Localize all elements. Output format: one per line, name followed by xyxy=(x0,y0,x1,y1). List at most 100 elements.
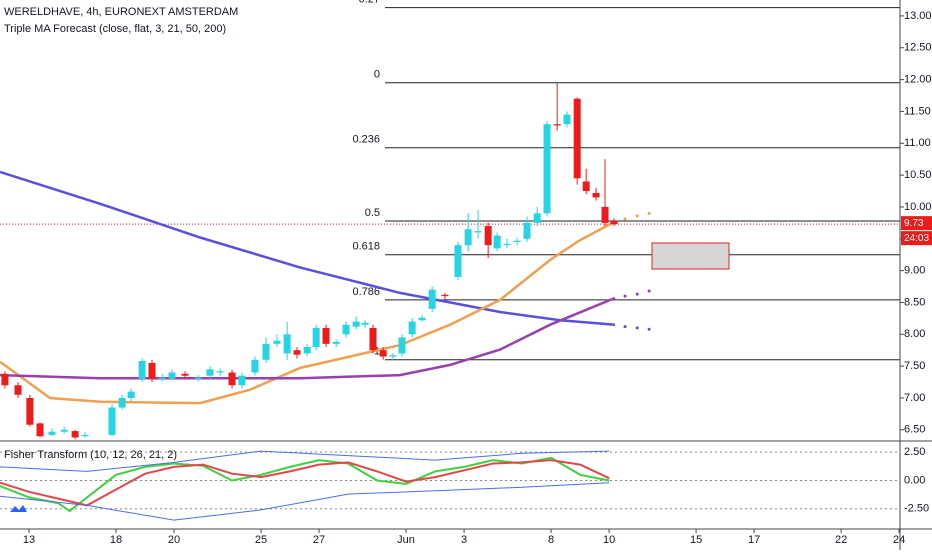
candle-body xyxy=(342,324,350,335)
candle-body xyxy=(206,369,214,376)
forecast-dot xyxy=(647,327,651,331)
candle-body xyxy=(454,245,462,277)
candle-body xyxy=(332,341,340,344)
candle-body xyxy=(138,361,146,379)
candle-body xyxy=(273,340,281,344)
x-tick-label: 25 xyxy=(255,534,267,546)
candle-body xyxy=(293,350,301,355)
y-tick-label: 8.50 xyxy=(904,296,925,308)
indicator-title: Triple MA Forecast (close, flat, 3, 21, … xyxy=(4,23,226,35)
y-tick-label: 10.00 xyxy=(904,201,932,213)
candle-body xyxy=(148,362,156,379)
candle-body xyxy=(303,347,311,354)
y-tick-label: 11.00 xyxy=(904,137,931,149)
candle-body xyxy=(601,206,609,223)
candle-body xyxy=(474,231,482,233)
candle-body xyxy=(228,372,236,386)
candle-body xyxy=(513,240,521,242)
logo-icon[interactable] xyxy=(10,505,27,512)
candle-body xyxy=(493,235,501,249)
candle-body xyxy=(14,385,22,395)
fib-label: -0.27 xyxy=(355,0,380,6)
x-tick-label: Jun xyxy=(397,534,415,546)
candle-body xyxy=(563,114,571,125)
candle-body xyxy=(573,98,581,179)
candle-body xyxy=(238,375,246,386)
y-tick-label: 10.50 xyxy=(904,169,932,181)
candle-body xyxy=(48,431,56,435)
y-tick-label: 12.50 xyxy=(904,42,932,54)
fisher-title: Fisher Transform (10, 12, 26, 21, 2) xyxy=(4,449,177,461)
price-pane: -0.27 0 0.236 0.5 0.618 0.786 1 xyxy=(0,0,900,440)
last-price-label: 9.73 xyxy=(904,218,924,229)
y-tick-label: 7.50 xyxy=(904,360,925,372)
candle-body xyxy=(428,289,436,309)
forecast-dot xyxy=(647,211,651,215)
y-tick-label: 7.00 xyxy=(904,392,925,404)
y-tick-label: 0.00 xyxy=(904,474,925,486)
fisher-line xyxy=(0,450,610,472)
x-tick-label: 24 xyxy=(893,534,905,546)
fib-label: 0 xyxy=(374,69,380,81)
forecast-dot xyxy=(635,326,639,330)
candle-body xyxy=(398,337,406,354)
candle-body xyxy=(168,372,176,379)
candle-body xyxy=(283,334,291,354)
chart-title: WERELDHAVE, 4h, EURONEXT AMSTERDAM xyxy=(4,6,238,18)
candle-body xyxy=(60,429,68,432)
candle-body xyxy=(503,243,511,246)
candle-body xyxy=(158,377,166,379)
fib-label: 1 xyxy=(374,346,380,358)
candle-body xyxy=(322,327,330,344)
candle-body xyxy=(582,181,590,192)
candle-body xyxy=(194,377,202,379)
candle-body xyxy=(251,359,259,373)
candle-body xyxy=(379,350,387,357)
fib-label: 0.236 xyxy=(352,134,380,146)
forecast-dot xyxy=(623,294,627,298)
candle-body xyxy=(389,355,397,357)
candle-body xyxy=(592,192,600,198)
candle-body xyxy=(543,124,551,214)
candle-body xyxy=(118,397,126,408)
candle-body xyxy=(312,327,320,348)
fisher-line xyxy=(0,459,610,507)
y-tick-label: 12.00 xyxy=(904,74,932,86)
y-tick-label: 6.50 xyxy=(904,424,925,436)
y-tick-label: -2.50 xyxy=(904,503,929,515)
candle-body xyxy=(464,229,472,246)
x-tick-label: 22 xyxy=(835,534,847,546)
candle-body xyxy=(418,317,426,321)
fisher-pane xyxy=(0,450,900,521)
x-tick-label: 3 xyxy=(461,534,467,546)
moving-average xyxy=(0,296,616,380)
moving-average xyxy=(0,220,616,405)
x-tick-label: 20 xyxy=(168,534,180,546)
forecast-box xyxy=(651,242,730,270)
countdown-label: 24:03 xyxy=(904,233,929,244)
y-tick-label: 8.00 xyxy=(904,328,925,340)
candle-body xyxy=(26,397,34,425)
forecast-dot xyxy=(623,217,627,221)
candle-body xyxy=(361,322,369,325)
candle-body xyxy=(408,321,416,335)
forecast-dot xyxy=(635,292,639,296)
candle-body xyxy=(262,343,270,360)
y-tick-label: 2.50 xyxy=(904,446,925,458)
candle-body xyxy=(610,220,618,225)
candle-body xyxy=(352,321,360,327)
x-tick-label: 13 xyxy=(23,534,35,546)
candle-body xyxy=(369,327,377,351)
candle-body xyxy=(216,371,224,373)
candle-body xyxy=(523,222,531,239)
candle-body xyxy=(36,423,44,437)
candle-body xyxy=(553,124,561,126)
fib-label: 0.786 xyxy=(352,286,380,298)
candle-body xyxy=(1,373,9,386)
forecast-dot xyxy=(623,325,627,329)
candle-body xyxy=(71,431,79,438)
candle-body xyxy=(108,407,116,435)
fisher-line xyxy=(0,456,610,513)
